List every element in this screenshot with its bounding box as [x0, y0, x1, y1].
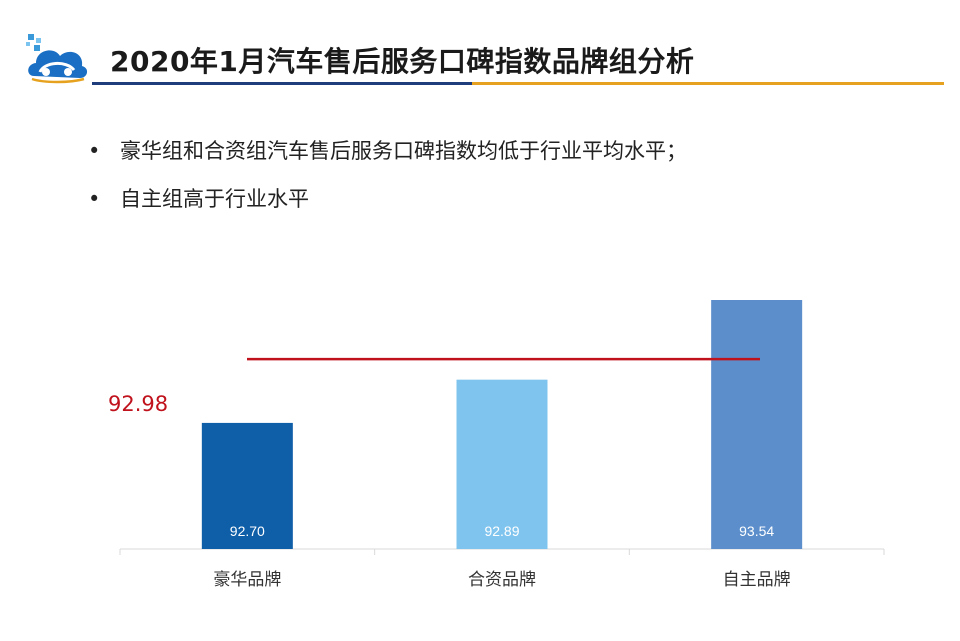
- bar: [456, 379, 548, 549]
- category-tick-label: 合资品牌: [468, 570, 536, 590]
- average-line-label: 92.98: [108, 392, 169, 416]
- bullet-marker: •: [88, 187, 101, 211]
- bullet-list: • 豪华组和合资组汽车售后服务口碑指数均低于行业平均水平； • 自主组高于行业水…: [88, 138, 687, 234]
- bar: [201, 422, 293, 549]
- car-cloud-logo-icon: [26, 34, 88, 84]
- bullet-item: • 自主组高于行业水平: [88, 186, 687, 212]
- title-underline-gold: [472, 82, 944, 85]
- bullet-text: 豪华组和合资组汽车售后服务口碑指数均低于行业平均水平；: [120, 139, 687, 163]
- category-tick-label: 自主品牌: [723, 570, 791, 590]
- bullet-marker: •: [88, 139, 101, 163]
- bar-value-label: 92.70: [230, 523, 265, 539]
- bar-value-label: 93.54: [739, 523, 774, 539]
- category-tick-label: 豪华品牌: [213, 569, 281, 590]
- bullet-text: 自主组高于行业水平: [120, 187, 309, 211]
- bullet-item: • 豪华组和合资组汽车售后服务口碑指数均低于行业平均水平；: [88, 138, 687, 164]
- bar-value-label: 92.89: [484, 523, 519, 539]
- page-title: 2020年1月汽车售后服务口碑指数品牌组分析: [110, 45, 695, 78]
- bar-chart: 92.70 豪华品牌 92.89 合资品牌 93.54 自主品牌: [119, 300, 885, 590]
- title-underline-blue: [92, 82, 472, 85]
- bar: [711, 300, 803, 550]
